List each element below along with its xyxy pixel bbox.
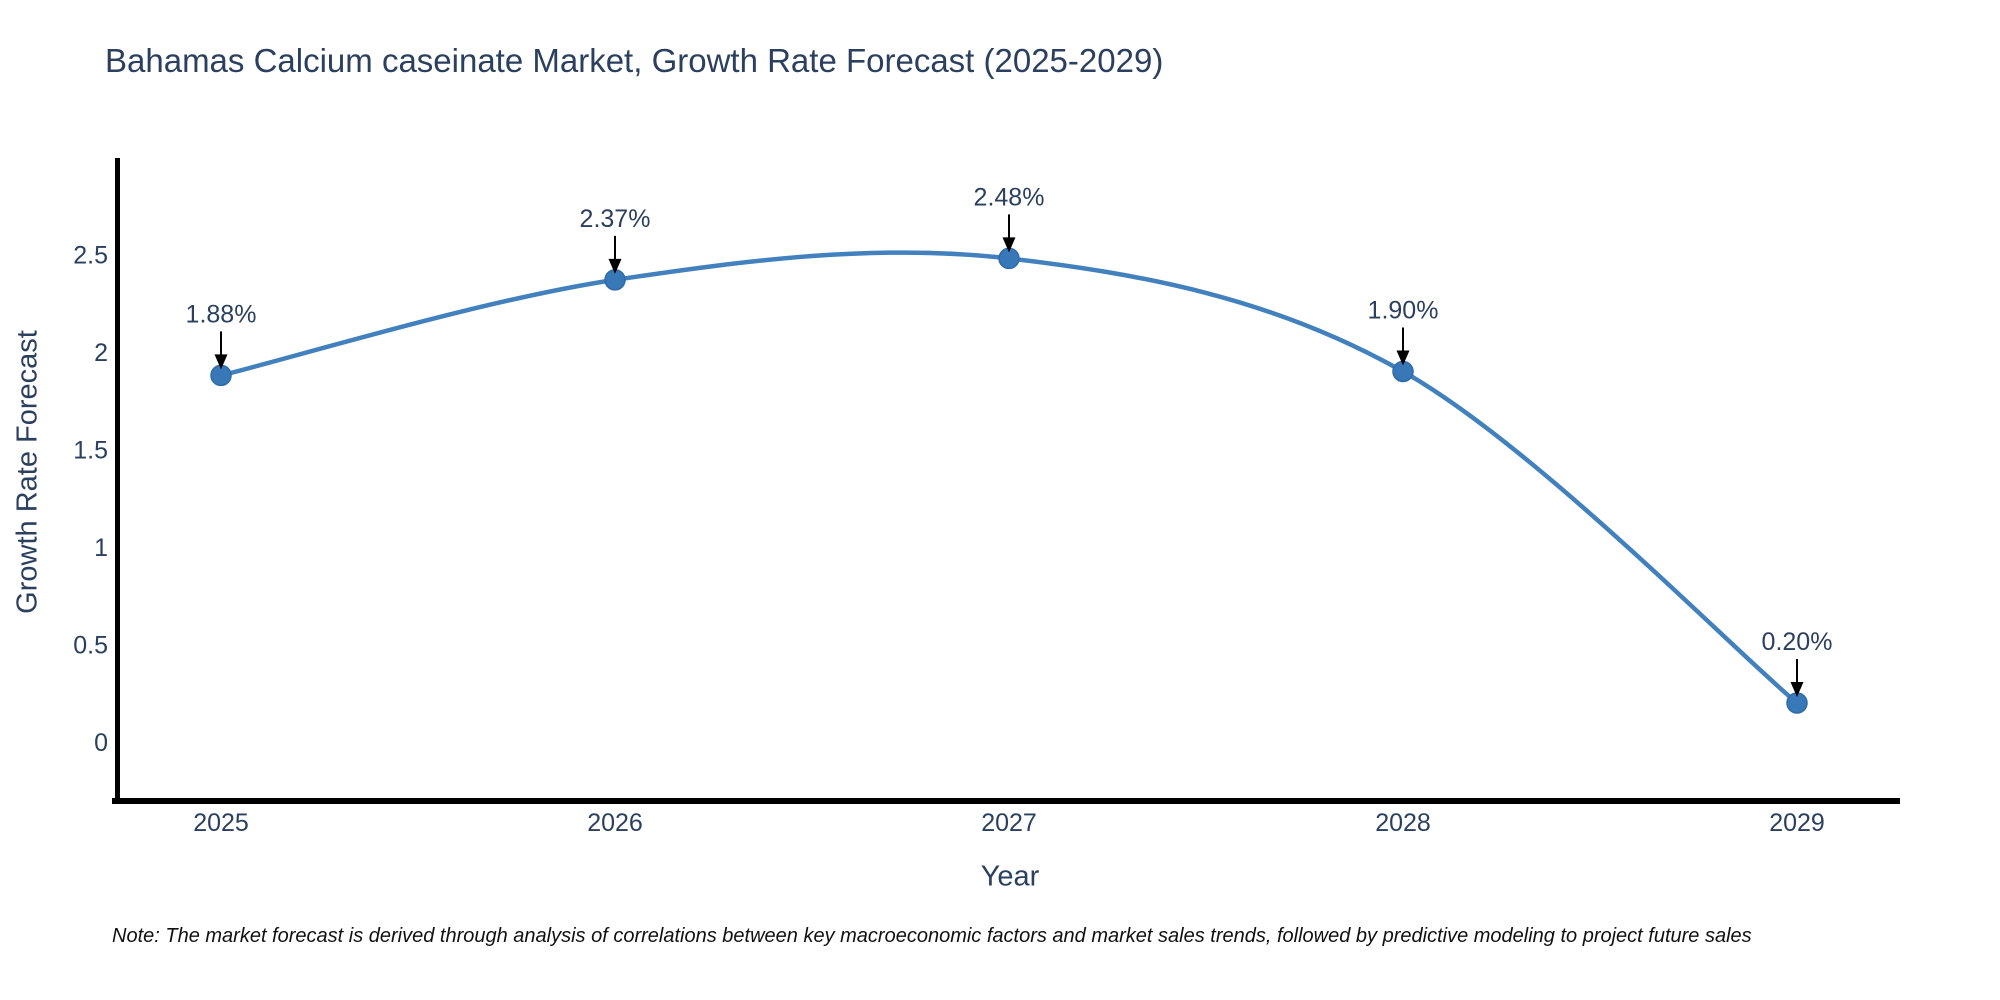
- x-tick-label-2029: 2029: [1769, 809, 1825, 837]
- annotation-arrow-head: [1396, 350, 1410, 366]
- annotation-arrow-head: [214, 354, 228, 370]
- y-tick-label-2: 2: [94, 339, 108, 367]
- y-tick-label-2.5: 2.5: [73, 242, 108, 270]
- x-tick-label-2027: 2027: [981, 809, 1037, 837]
- line-series: [210, 247, 1808, 714]
- point-label-2026: 2.37%: [580, 205, 651, 233]
- x-tick-label-2025: 2025: [193, 809, 249, 837]
- annotation-arrow-head: [1790, 682, 1804, 697]
- point-label-2028: 1.90%: [1368, 297, 1439, 325]
- axes-layer: [112, 158, 1900, 804]
- chart-title: Bahamas Calcium caseinate Market, Growth…: [105, 42, 1164, 79]
- x-axis-title: Year: [980, 860, 1040, 893]
- y-axis-spine: [115, 158, 120, 804]
- x-tick-label-2026: 2026: [587, 809, 643, 837]
- annotation-arrow-head: [608, 258, 622, 274]
- y-tick-label-1: 1: [94, 534, 108, 562]
- forecast-line: [218, 250, 1800, 706]
- point-label-2029: 0.20%: [1762, 628, 1833, 656]
- tick-layer: 0 0.5 1 1.5 2 2.5 2025 2026 2027 2028 2029: [73, 242, 1825, 838]
- point-label-2027: 2.48%: [974, 183, 1045, 211]
- point-label-2025: 1.88%: [186, 300, 257, 328]
- annotation-layer: 1.88% 2.37% 2.48% 1.90% 0.20%: [186, 183, 1833, 697]
- x-axis-spine: [112, 798, 1900, 804]
- x-tick-label-2028: 2028: [1375, 809, 1431, 837]
- y-tick-label-0.5: 0.5: [73, 632, 108, 660]
- y-tick-label-1.5: 1.5: [73, 437, 108, 465]
- footnote: Note: The market forecast is derived thr…: [112, 925, 1752, 947]
- y-tick-label-0: 0: [94, 729, 108, 757]
- annotation-arrow-head: [1002, 237, 1016, 253]
